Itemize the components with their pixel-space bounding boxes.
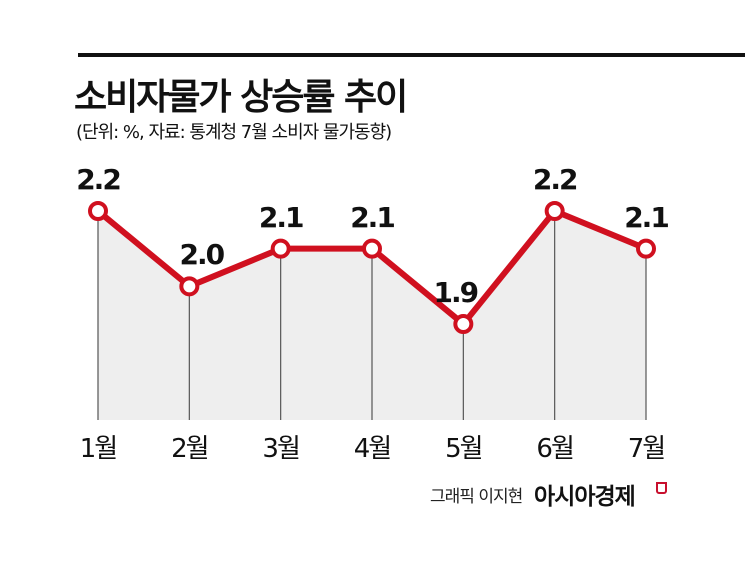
data-markers [88,201,656,334]
data-point-marker [362,238,382,259]
graphic-credit: 그래픽 이지현 [430,487,523,507]
data-point-marker [636,238,656,259]
chart-subtitle: (단위: %, 자료: 통계청 7월 소비자 물가동향) [76,122,392,143]
data-point-marker [270,238,291,259]
data-point-marker [544,201,565,221]
x-axis-label: 4월 [353,434,392,464]
x-axis-label: 2월 [171,434,209,464]
data-value-label: 2.2 [532,163,579,196]
x-axis-label: 6월 [536,434,574,464]
data-point-marker [88,201,108,221]
chart-title: 소비자물가 상승률 추이 [74,77,408,118]
data-value-label: 2.1 [624,200,670,234]
data-point-marker [453,314,474,334]
data-value-label: 2.2 [76,163,122,196]
brand-mark-icon [656,482,667,494]
brand-logo-text: 아시아경제 [534,484,636,510]
data-value-label: 2.0 [179,238,226,272]
data-value-label: 2.1 [350,200,396,234]
data-point-marker [179,276,200,297]
drop-lines [97,211,647,420]
data-value-label: 1.9 [433,276,480,309]
top-rule [78,53,745,57]
x-axis-label: 1월 [79,434,118,464]
x-axis-label: 7월 [627,434,666,464]
x-axis-label: 3월 [262,434,300,464]
data-value-label: 2.1 [258,200,305,234]
x-axis-label: 5월 [445,434,483,464]
